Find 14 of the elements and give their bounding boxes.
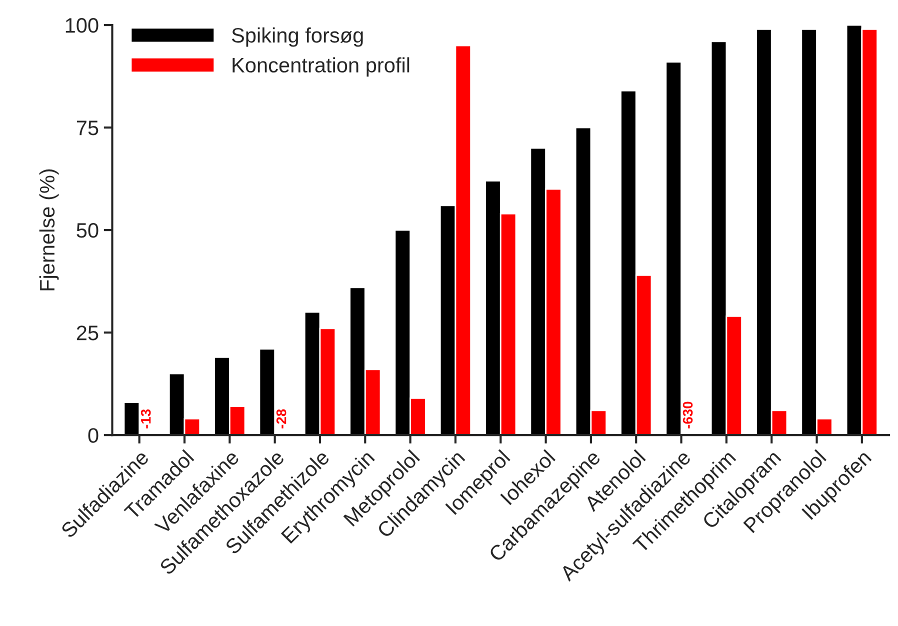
legend-label: Spiking forsøg: [232, 27, 363, 47]
bar: [665, 61, 682, 436]
bar: [123, 402, 140, 436]
y-tick-label: 25: [76, 326, 98, 340]
legend-label: Koncentration profil: [232, 57, 410, 77]
y-axis-title: Fjernelse (%): [39, 169, 59, 290]
text: -630: [682, 402, 693, 428]
y-tick-label: 0: [88, 428, 98, 443]
text: -13: [140, 409, 151, 428]
bar: [258, 348, 276, 436]
y-tick-label: 75: [76, 120, 98, 136]
y-tick-label: 100: [66, 18, 98, 33]
y-tick-label: 50: [76, 223, 98, 238]
text: -28: [276, 409, 286, 428]
